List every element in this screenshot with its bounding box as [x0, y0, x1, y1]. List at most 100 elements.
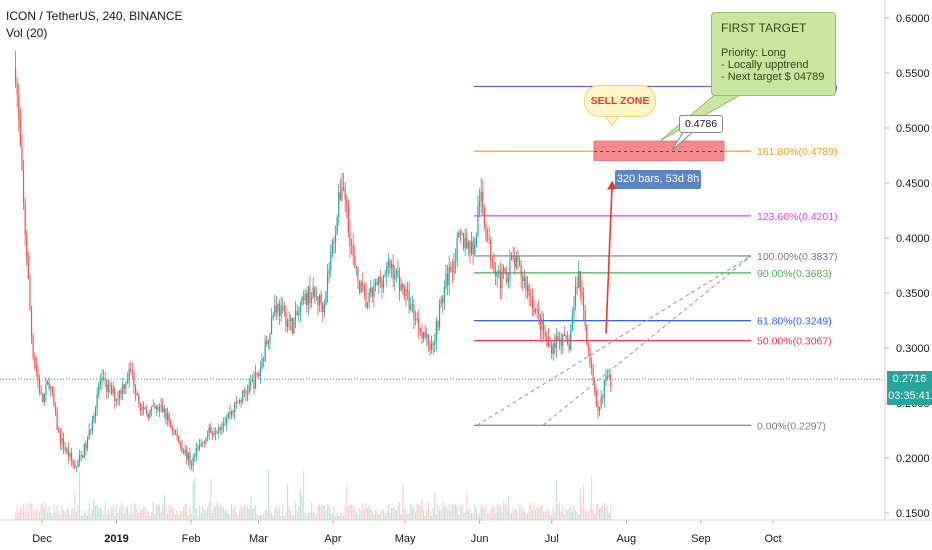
- candle-body: [398, 275, 401, 291]
- volume-bar: [171, 508, 173, 520]
- volume-bar: [264, 510, 266, 520]
- volume-bar: [478, 514, 481, 520]
- candle-body: [298, 312, 300, 316]
- candle-body: [603, 381, 605, 399]
- candle-body: [299, 305, 301, 313]
- note-title: FIRST TARGET: [721, 21, 807, 35]
- candle-body: [61, 437, 63, 444]
- volume-bar: [218, 506, 220, 520]
- volume-bar: [270, 512, 273, 520]
- candle-body: [222, 424, 225, 426]
- volume-bar: [106, 514, 108, 520]
- volume-bar: [530, 502, 532, 520]
- volume-bar: [507, 495, 509, 520]
- volume-bar: [254, 505, 257, 520]
- sell-zone-callout[interactable]: SELL ZONE: [584, 85, 656, 117]
- candle-body: [192, 457, 194, 466]
- volume-bar: [501, 511, 503, 520]
- candle-body: [83, 444, 85, 458]
- volume-bar: [242, 508, 244, 520]
- candle-body: [506, 272, 508, 283]
- candle-body: [494, 271, 497, 277]
- volume-bar: [451, 503, 453, 520]
- candle-body: [286, 320, 289, 327]
- candle-body: [112, 388, 114, 394]
- volume-bar: [197, 515, 199, 520]
- volume-bar: [509, 510, 511, 520]
- volume-bar: [570, 505, 572, 520]
- volume-bar: [277, 509, 279, 520]
- volume-bar: [323, 505, 325, 520]
- price-tick-label: 0.4000: [896, 233, 930, 245]
- volume-bar: [136, 509, 138, 520]
- volume-bar: [134, 503, 137, 520]
- projection-arrow: [605, 186, 613, 334]
- candle-body: [434, 341, 436, 346]
- volume-bar: [368, 504, 370, 520]
- volume-bar: [150, 511, 153, 520]
- candle-body: [22, 169, 25, 203]
- volume-bar: [219, 505, 221, 520]
- candle-body: [46, 382, 49, 385]
- candle-body: [406, 288, 409, 291]
- candle-body: [350, 245, 353, 247]
- volume-bar: [32, 510, 34, 520]
- candle-body: [462, 232, 465, 248]
- candle-body: [533, 308, 535, 313]
- candle-body: [266, 340, 268, 344]
- volume-bar: [99, 507, 101, 520]
- symbol-title[interactable]: ICON / TetherUS, 240, BINANCE: [6, 9, 183, 23]
- candle-body: [470, 241, 473, 254]
- volume-bar: [98, 509, 100, 520]
- candle-body: [259, 368, 261, 377]
- candle-body: [101, 377, 103, 381]
- candle-body: [210, 427, 212, 433]
- volume-bar: [555, 479, 557, 520]
- fib-level-label: 61.80%(0.3249): [757, 316, 832, 328]
- candle-body: [146, 409, 148, 414]
- volume-bar: [94, 505, 97, 520]
- volume-bar: [238, 510, 241, 520]
- volume-bar: [488, 513, 490, 520]
- candle-body: [256, 373, 258, 375]
- candle-body: [486, 239, 489, 241]
- drawings[interactable]: [0, 91, 885, 426]
- volume-bar: [147, 511, 149, 520]
- volume-bar: [198, 505, 201, 520]
- candle-body: [526, 285, 529, 291]
- volume-bar: [342, 515, 345, 520]
- time-tick-label: May: [395, 533, 416, 545]
- first-target-note[interactable]: FIRST TARGET Priority: Long - Locally up…: [711, 12, 836, 96]
- candle-body: [530, 296, 532, 297]
- volume-bar: [466, 491, 468, 520]
- price-label-box[interactable]: 0.4786: [679, 115, 723, 133]
- candle-body: [366, 302, 369, 307]
- volume-bar: [538, 507, 540, 520]
- candle-body: [384, 274, 386, 276]
- volume-bar: [176, 510, 178, 520]
- date-range-measure-label[interactable]: 320 bars, 53d 8h: [615, 170, 701, 189]
- volume-bar: [576, 511, 578, 520]
- candle-body: [418, 318, 420, 330]
- volume-bar: [454, 504, 457, 520]
- candle-body: [211, 432, 213, 435]
- candle-body: [248, 385, 250, 394]
- candle-body: [482, 191, 484, 209]
- volume-bar: [350, 504, 353, 520]
- candle-body: [502, 268, 505, 272]
- candle-body: [376, 281, 378, 285]
- candle-body: [291, 318, 293, 334]
- candle-body: [333, 241, 335, 243]
- volume-bar: [445, 504, 447, 520]
- candle-body: [138, 395, 140, 404]
- candle-body: [288, 320, 290, 322]
- volume-bar: [189, 505, 191, 520]
- candle-body: [413, 304, 415, 320]
- candle-body: [106, 380, 108, 393]
- volume-bar: [123, 512, 125, 520]
- volume-bar: [578, 514, 580, 520]
- volume-indicator-label[interactable]: Vol (20): [6, 26, 48, 40]
- time-tick-label: Apr: [324, 533, 341, 545]
- volume-bar: [186, 503, 188, 520]
- candle-body: [149, 410, 151, 419]
